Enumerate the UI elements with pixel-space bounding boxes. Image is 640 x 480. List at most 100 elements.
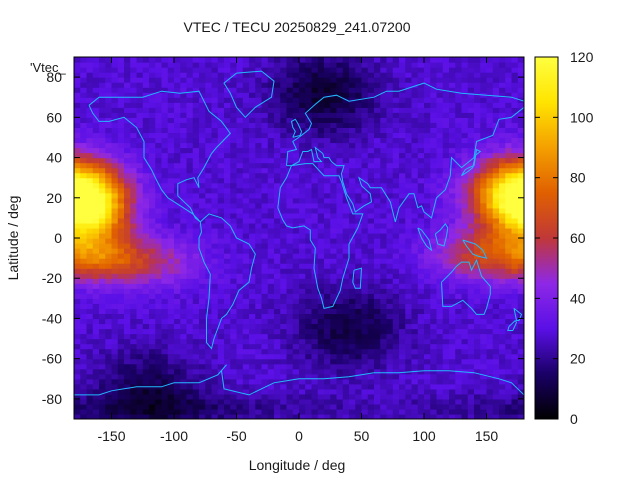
- heatmap-cell: [105, 363, 113, 370]
- heatmap-cell: [161, 157, 169, 164]
- heatmap-cell: [167, 157, 175, 164]
- heatmap-cell: [280, 303, 288, 309]
- heatmap-cell: [474, 117, 481, 123]
- heatmap-cell: [255, 97, 263, 103]
- heatmap-cell: [142, 182, 150, 189]
- heatmap-cell: [386, 82, 394, 88]
- heatmap-cell: [230, 187, 238, 194]
- heatmap-cell: [274, 232, 281, 239]
- heatmap-cell: [355, 353, 363, 360]
- heatmap-cell: [161, 303, 169, 309]
- heatmap-cell: [330, 147, 338, 154]
- heatmap-cell: [261, 343, 269, 350]
- heatmap-cell: [186, 268, 194, 274]
- heatmap-cell: [267, 368, 275, 375]
- heatmap-cell: [499, 248, 506, 254]
- heatmap-cell: [411, 298, 419, 304]
- heatmap-cell: [242, 313, 250, 320]
- heatmap-cell: [355, 358, 363, 365]
- heatmap-cell: [255, 318, 263, 325]
- heatmap-cell: [355, 413, 363, 419]
- heatmap-cell: [430, 333, 438, 340]
- heatmap-cell: [449, 122, 456, 128]
- heatmap-cell: [474, 263, 481, 269]
- heatmap-cell: [149, 283, 156, 289]
- heatmap-cell: [299, 273, 306, 279]
- heatmap-cell: [367, 243, 375, 249]
- heatmap-cell: [105, 243, 113, 249]
- heatmap-cell: [74, 348, 81, 355]
- heatmap-cell: [274, 197, 281, 204]
- heatmap-cell: [99, 348, 106, 355]
- heatmap-cell: [467, 293, 475, 299]
- heatmap-cell: [349, 273, 356, 279]
- heatmap-cell: [80, 82, 88, 88]
- heatmap-cell: [261, 268, 269, 274]
- heatmap-cell: [424, 333, 431, 340]
- heatmap-cell: [74, 132, 81, 139]
- heatmap-cell: [292, 303, 300, 309]
- heatmap-cell: [455, 403, 463, 410]
- heatmap-cell: [105, 87, 113, 93]
- heatmap-cell: [367, 388, 375, 395]
- heatmap-cell: [92, 102, 100, 108]
- heatmap-cell: [280, 117, 288, 123]
- heatmap-cell: [299, 72, 306, 78]
- heatmap-cell: [311, 263, 319, 269]
- heatmap-cell: [205, 358, 213, 365]
- heatmap-cell: [99, 353, 106, 360]
- heatmap-cell: [486, 308, 494, 315]
- heatmap-cell: [230, 318, 238, 325]
- heatmap-cell: [492, 112, 500, 118]
- heatmap-cell: [505, 157, 513, 164]
- heatmap-cell: [317, 283, 325, 289]
- heatmap-cell: [455, 182, 463, 189]
- heatmap-cell: [486, 353, 494, 360]
- heatmap-cell: [324, 328, 331, 335]
- heatmap-cell: [174, 238, 181, 244]
- heatmap-cell: [242, 192, 250, 199]
- heatmap-cell: [180, 278, 188, 284]
- heatmap-cell: [342, 112, 350, 118]
- heatmap-cell: [461, 177, 469, 184]
- heatmap-cell: [492, 253, 500, 259]
- heatmap-cell: [149, 333, 156, 340]
- heatmap-cell: [449, 72, 456, 78]
- heatmap-cell: [186, 117, 194, 123]
- heatmap-cell: [236, 388, 244, 395]
- heatmap-cell: [449, 313, 456, 320]
- heatmap-cell: [286, 177, 294, 184]
- heatmap-cell: [405, 373, 413, 380]
- heatmap-cell: [386, 283, 394, 289]
- heatmap-cell: [99, 248, 106, 254]
- heatmap-cell: [299, 308, 306, 315]
- heatmap-cell: [136, 217, 144, 224]
- heatmap-cell: [361, 207, 369, 214]
- heatmap-cell: [355, 373, 363, 380]
- heatmap-cell: [474, 258, 481, 264]
- heatmap-cell: [167, 353, 175, 360]
- heatmap-cell: [461, 348, 469, 355]
- heatmap-cell: [99, 328, 106, 335]
- heatmap-cell: [249, 338, 256, 345]
- heatmap-cell: [349, 167, 356, 174]
- heatmap-cell: [192, 338, 200, 345]
- heatmap-cell: [436, 288, 444, 294]
- heatmap-cell: [399, 157, 406, 164]
- heatmap-cell: [499, 363, 506, 370]
- heatmap-cell: [411, 122, 419, 128]
- heatmap-cell: [274, 92, 281, 98]
- heatmap-cell: [355, 207, 363, 214]
- heatmap-cell: [167, 147, 175, 154]
- heatmap-cell: [317, 152, 325, 159]
- heatmap-cell: [430, 378, 438, 385]
- heatmap-cell: [455, 263, 463, 269]
- heatmap-cell: [130, 398, 138, 405]
- heatmap-cell: [224, 222, 231, 229]
- heatmap-cell: [142, 388, 150, 395]
- heatmap-cell: [117, 243, 125, 249]
- heatmap-cell: [149, 388, 156, 395]
- heatmap-cell: [130, 117, 138, 123]
- heatmap-cell: [267, 258, 275, 264]
- heatmap-cell: [499, 338, 506, 345]
